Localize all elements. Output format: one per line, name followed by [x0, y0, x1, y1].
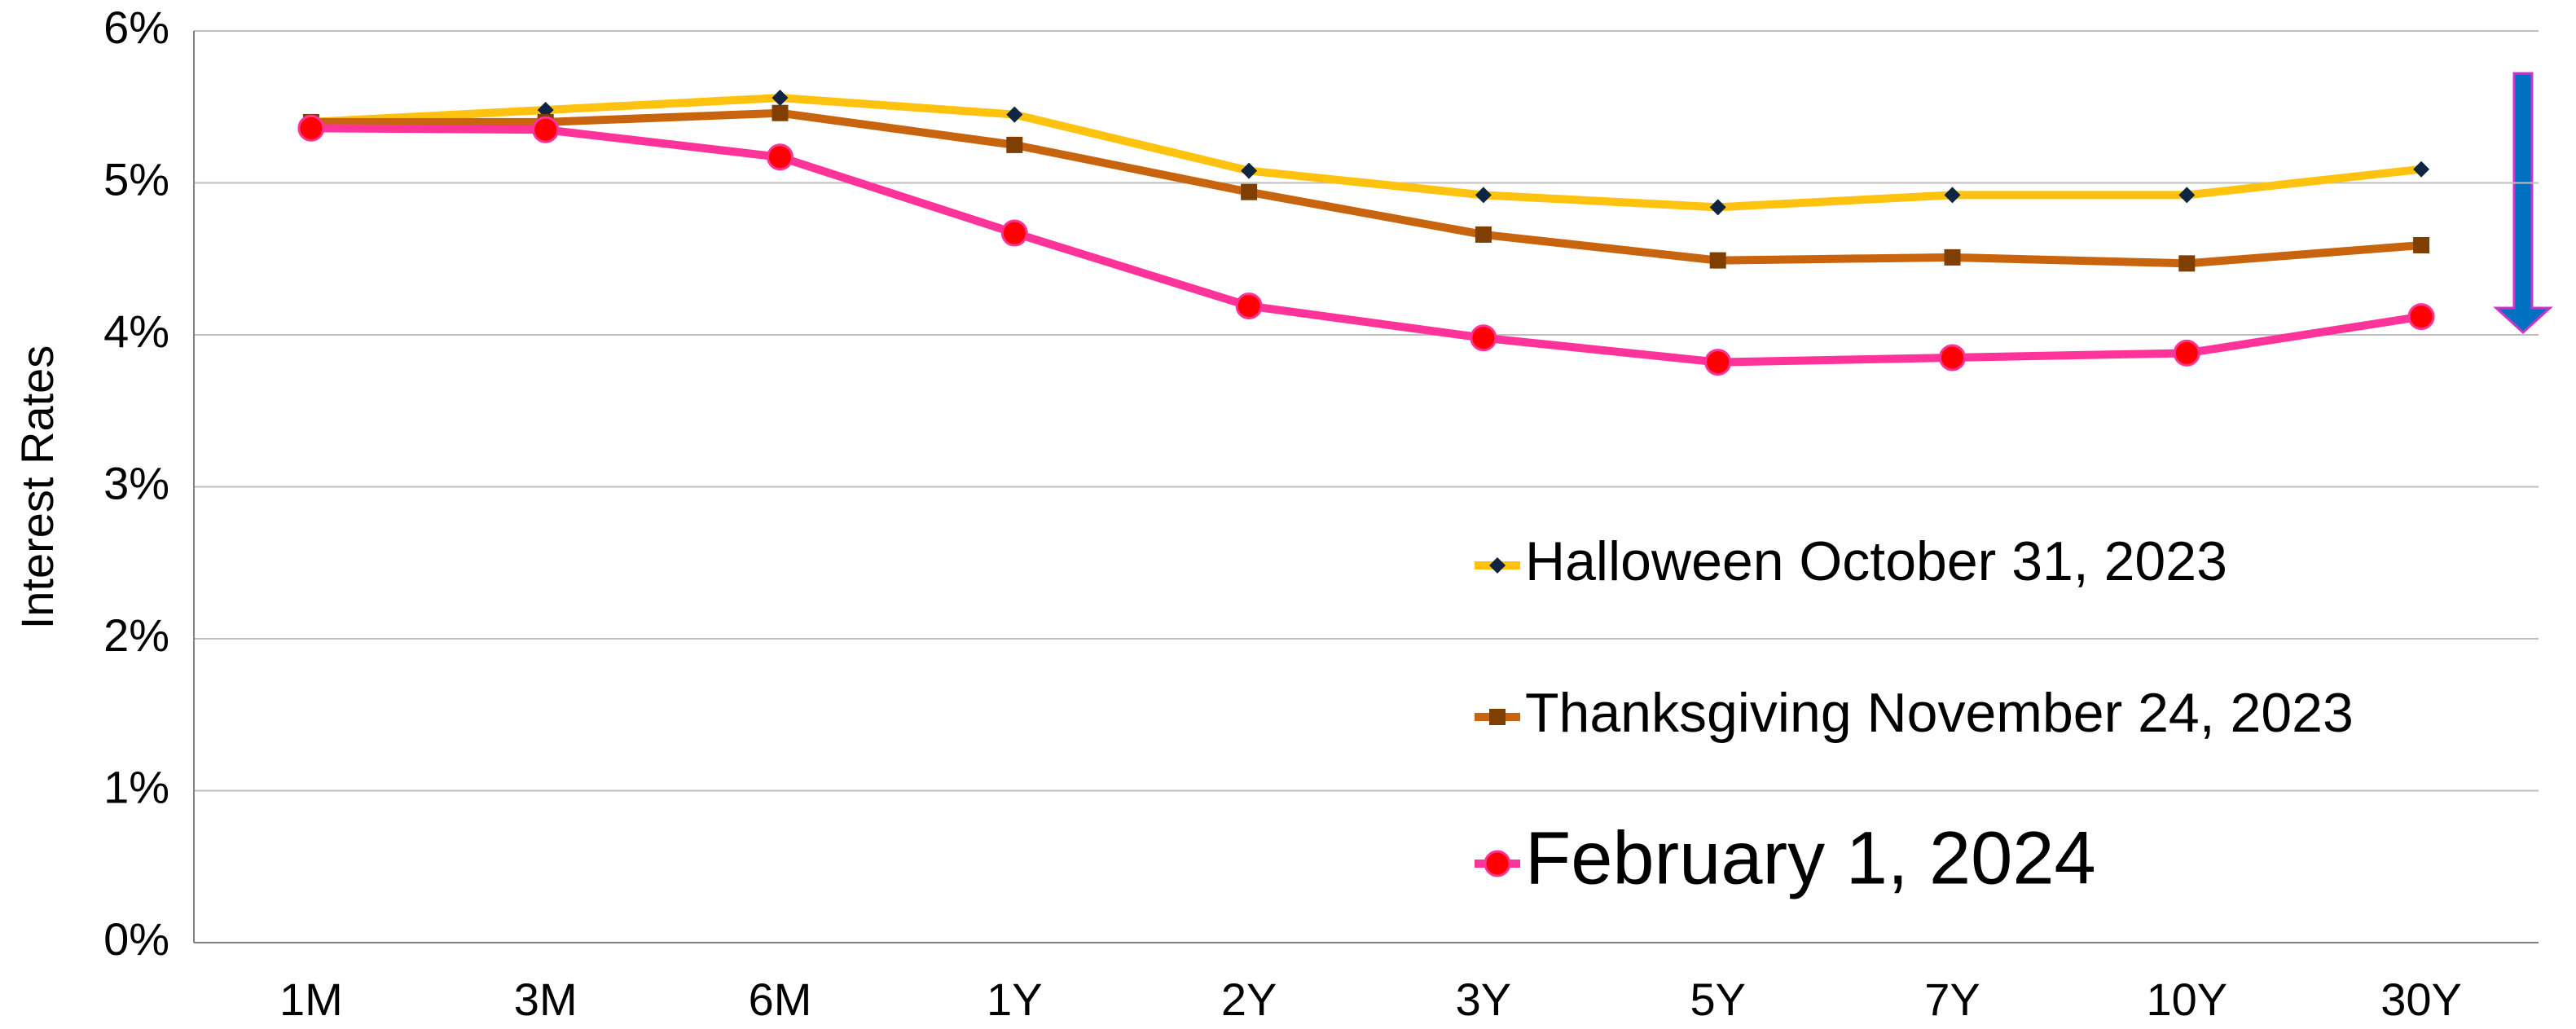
grid — [194, 30, 2539, 943]
point-marker — [2407, 303, 2435, 331]
series — [302, 90, 2430, 216]
x-tick-label: 5Y — [1690, 974, 1746, 1025]
point-marker — [532, 116, 560, 143]
point-marker — [771, 90, 789, 107]
point-marker — [1939, 344, 1966, 372]
x-tick-label: 30Y — [2380, 974, 2462, 1025]
series — [297, 114, 2435, 376]
y-tick-label: 0% — [103, 913, 169, 965]
x-tick-label: 2Y — [1221, 974, 1277, 1025]
point-marker — [1709, 252, 1726, 269]
x-tick-label: 1M — [279, 974, 343, 1025]
point-marker — [1470, 324, 1497, 352]
point-marker — [1475, 226, 1492, 243]
point-marker — [771, 104, 789, 121]
point-marker — [1006, 136, 1023, 153]
x-tick-label: 10Y — [2146, 974, 2227, 1025]
x-tick-label: 3M — [514, 974, 578, 1025]
point-marker — [2178, 255, 2196, 272]
point-marker — [2413, 161, 2430, 178]
point-marker — [2178, 187, 2196, 204]
point-marker — [1709, 199, 1726, 216]
x-tick-label: 3Y — [1456, 974, 1512, 1025]
y-tick-label: 5% — [103, 153, 169, 204]
legend-marker — [1489, 557, 1506, 574]
point-marker — [1000, 219, 1028, 247]
legend-item: Thanksgiving November 24, 2023 — [1475, 682, 2354, 744]
legend-marker — [1489, 709, 1506, 725]
legend-item: Halloween October 31, 2023 — [1475, 530, 2227, 592]
point-marker — [1241, 162, 1258, 179]
point-marker — [1944, 187, 1961, 204]
legend-label: Halloween October 31, 2023 — [1525, 530, 2227, 592]
series — [302, 104, 2430, 272]
legend-item: February 1, 2024 — [1475, 816, 2096, 899]
y-tick-label: 2% — [103, 609, 169, 661]
y-tick-label: 4% — [103, 306, 169, 357]
point-marker — [2173, 339, 2200, 367]
point-marker — [1944, 248, 1961, 266]
y-axis-label: Interest Rates — [11, 345, 63, 630]
y-tick-label: 3% — [103, 457, 169, 508]
y-tick-label: 6% — [103, 2, 169, 53]
point-marker — [297, 114, 325, 142]
point-marker — [1704, 349, 1732, 376]
y-tick-label: 1% — [103, 761, 169, 812]
point-marker — [1235, 292, 1263, 320]
point-marker — [1475, 187, 1492, 204]
legend-label: February 1, 2024 — [1525, 816, 2096, 899]
point-marker — [767, 143, 793, 171]
series-line — [310, 94, 2422, 212]
x-tick-label: 7Y — [1924, 974, 1980, 1025]
trend-arrow — [2493, 72, 2553, 335]
point-marker — [2413, 236, 2430, 253]
series-line — [310, 108, 2422, 268]
series-line — [310, 124, 2422, 367]
legend-label: Thanksgiving November 24, 2023 — [1525, 682, 2354, 744]
x-tick-label: 1Y — [987, 974, 1043, 1025]
point-marker — [1241, 183, 1258, 200]
x-tick-label: 6M — [749, 974, 812, 1025]
legend-marker — [1484, 850, 1511, 877]
point-marker — [1006, 106, 1023, 123]
